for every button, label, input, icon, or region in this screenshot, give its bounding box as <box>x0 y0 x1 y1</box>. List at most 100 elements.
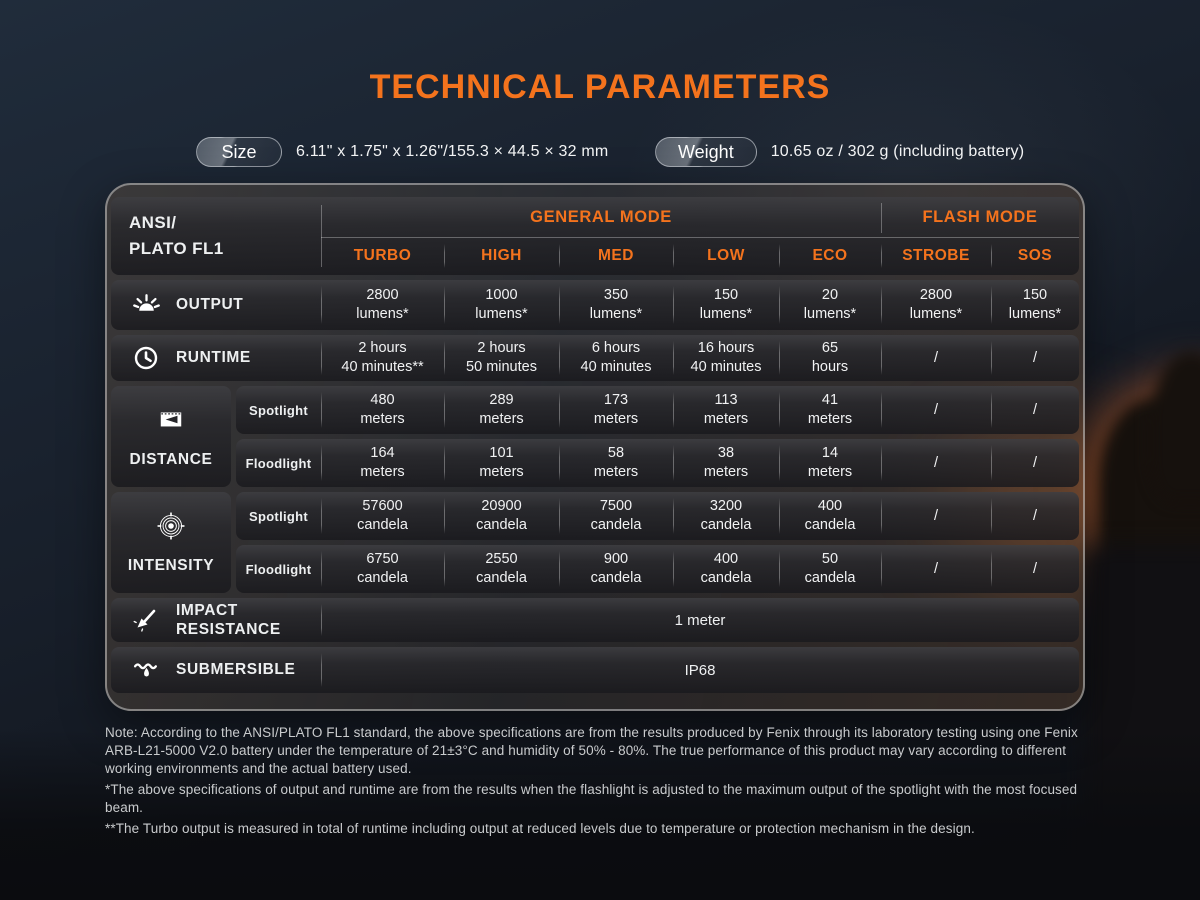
flash-mode-header: FLASH MODE <box>881 197 1079 238</box>
spec-cell: 164 meters <box>321 439 444 487</box>
weight-value: 10.65 oz / 302 g (including battery) <box>770 143 1025 160</box>
submersible-label: SUBMERSIBLE <box>111 647 321 693</box>
mode-column-header: STROBE <box>881 237 991 275</box>
note-main: Note: According to the ANSI/PLATO FL1 st… <box>105 725 1078 777</box>
mode-column-header: MED <box>559 237 673 275</box>
impact-resistance-label: IMPACT RESISTANCE <box>111 598 321 642</box>
output-label: OUTPUT <box>111 280 321 330</box>
submersible-value: IP68 <box>321 647 1079 693</box>
output-row: OUTPUT 2800 lumens* 1000 lumens* 350 <box>111 280 1079 330</box>
distance-floodlight-row: Floodlight 164 meters 101 meters <box>236 439 1079 487</box>
distance-block: DISTANCE Spotlight 480 meters <box>111 386 1079 487</box>
spec-cell: 50 candela <box>779 545 881 593</box>
spec-cell: 16 hours 40 minutes <box>673 335 779 381</box>
spec-cell: 101 meters <box>444 439 559 487</box>
spec-cell: 400 candela <box>779 492 881 540</box>
spec-cell: 6750 candela <box>321 545 444 593</box>
clock-icon <box>131 345 161 371</box>
standard-label-line1: ANSI/ <box>129 212 177 232</box>
impact-resistance-row: IMPACT RESISTANCE 1 meter <box>111 598 1079 642</box>
weight-pill: Weight <box>655 137 757 167</box>
footnotes: Note: According to the ANSI/PLATO FL1 st… <box>105 724 1097 841</box>
page-title: TECHNICAL PARAMETERS <box>369 68 831 106</box>
note-star: *The above specifications of output and … <box>105 782 1078 816</box>
runtime-label: RUNTIME <box>111 335 321 381</box>
spec-cell: 2 hours 50 minutes <box>444 335 559 381</box>
size-pill: Size <box>196 137 282 167</box>
spec-cell: / <box>881 439 991 487</box>
submersible-row: SUBMERSIBLE IP68 <box>111 647 1079 693</box>
spec-table: ANSI/ PLATO FL1 GENERAL MODE FLASH MODE … <box>105 183 1085 711</box>
bottom-shadow <box>0 730 1200 900</box>
spec-cell: 1000 lumens* <box>444 280 559 330</box>
mode-column-header: SOS <box>991 237 1079 275</box>
mode-column-header: HIGH <box>444 237 559 275</box>
spec-cell: 289 meters <box>444 386 559 434</box>
intensity-target-icon <box>156 511 186 541</box>
intensity-block: INTENSITY Spotlight 57600 candela <box>111 492 1079 593</box>
impact-arrow-icon <box>131 607 161 633</box>
size-pill-label: Size <box>221 141 257 162</box>
mode-group-row: GENERAL MODE FLASH MODE <box>321 197 1079 238</box>
spec-cell: / <box>991 386 1079 434</box>
mode-column-header: TURBO <box>353 247 412 264</box>
intensity-spotlight-row: Spotlight 57600 candela 20900 candela <box>236 492 1079 540</box>
spec-cell: 150 lumens* <box>991 280 1079 330</box>
spec-cell: 6 hours 40 minutes <box>559 335 673 381</box>
note-double-star: **The Turbo output is measured in total … <box>105 821 975 837</box>
standard-label: ANSI/ PLATO FL1 <box>111 197 321 275</box>
spec-cell: 2800 lumens* <box>881 280 991 330</box>
impact-resistance-value: 1 meter <box>321 598 1079 642</box>
spec-cell: 173 meters <box>559 386 673 434</box>
light-output-icon <box>131 292 161 319</box>
table-header: ANSI/ PLATO FL1 GENERAL MODE FLASH MODE … <box>111 197 1079 275</box>
spec-cell: 57600 candela <box>321 492 444 540</box>
distance-spotlight-row: Spotlight 480 meters 289 meters <box>236 386 1079 434</box>
spec-cell: / <box>881 386 991 434</box>
general-mode-header: GENERAL MODE <box>321 197 881 238</box>
spec-cell: / <box>991 545 1079 593</box>
spec-cell: 41 meters <box>779 386 881 434</box>
spec-cell: / <box>991 335 1079 381</box>
output-cells: 2800 lumens* 1000 lumens* 350 lumens* <box>321 280 1079 330</box>
distance-label: DISTANCE <box>111 386 231 487</box>
mode-columns: TURBO HIGH MED LOW ECO STROBE SOS <box>321 237 1079 275</box>
spec-cell: 150 lumens* <box>673 280 779 330</box>
intensity-label: INTENSITY <box>111 492 231 593</box>
size-value: 6.11" x 1.75" x 1.26"/155.3 × 44.5 × 32 … <box>296 143 609 160</box>
spec-cell: 20 lumens* <box>779 280 881 330</box>
spec-cell: 65 hours <box>779 335 881 381</box>
weight-pill-label: Weight <box>678 141 734 162</box>
spec-cell: 113 meters <box>673 386 779 434</box>
distance-flag-icon <box>156 405 186 435</box>
submersible-water-icon <box>131 657 161 684</box>
spec-cell: 900 candela <box>559 545 673 593</box>
spec-cell: 2800 lumens* <box>321 280 444 330</box>
runtime-row: RUNTIME 2 hours 40 minutes** 2 hours 50 … <box>111 335 1079 381</box>
intensity-floodlight-row: Floodlight 6750 candela 2550 candela <box>236 545 1079 593</box>
spec-cell: 3200 candela <box>673 492 779 540</box>
spec-cell: 38 meters <box>673 439 779 487</box>
weight-spec: Weight 10.65 oz / 302 g (including batte… <box>655 137 1024 167</box>
size-spec: Size 6.11" x 1.75" x 1.26"/155.3 × 44.5 … <box>196 137 608 167</box>
spec-cell: / <box>881 335 991 381</box>
mode-column-header: LOW <box>673 237 779 275</box>
spec-cell: / <box>881 545 991 593</box>
spec-cell: 2 hours 40 minutes** <box>321 335 444 381</box>
spec-cell: 7500 candela <box>559 492 673 540</box>
spec-cell: 480 meters <box>321 386 444 434</box>
standard-label-line2: PLATO FL1 <box>129 239 224 258</box>
mode-column-header: ECO <box>779 237 881 275</box>
spec-cell: 14 meters <box>779 439 881 487</box>
spec-cell: / <box>991 492 1079 540</box>
spec-cell: 400 candela <box>673 545 779 593</box>
spec-cell: 58 meters <box>559 439 673 487</box>
spec-cell: / <box>991 439 1079 487</box>
runtime-cells: 2 hours 40 minutes** 2 hours 50 minutes … <box>321 335 1079 381</box>
spec-cell: 350 lumens* <box>559 280 673 330</box>
spec-cell: 20900 candela <box>444 492 559 540</box>
spec-cell: / <box>881 492 991 540</box>
mode-header: GENERAL MODE FLASH MODE TURBO HIGH MED L… <box>321 197 1079 275</box>
spec-cell: 2550 candela <box>444 545 559 593</box>
